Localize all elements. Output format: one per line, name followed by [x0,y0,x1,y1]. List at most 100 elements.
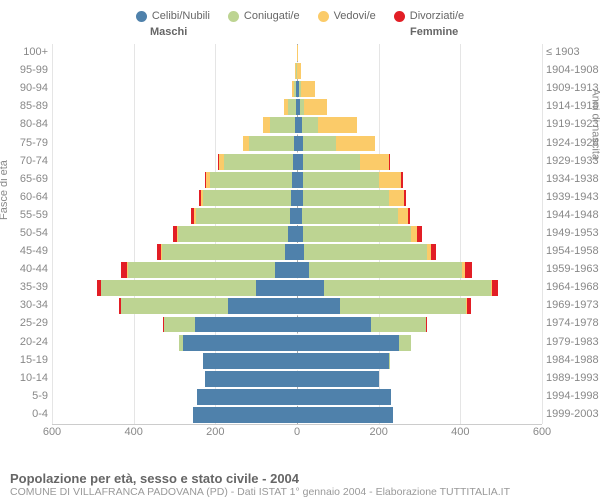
seg-widowed [360,154,389,170]
birth-year-label: 1944-1948 [546,209,600,221]
bar-male [52,190,297,206]
pyramid-row [52,298,542,314]
pyramid-row [52,136,542,152]
seg-married [303,154,360,170]
seg-single [256,280,297,296]
legend: Celibi/Nubili Coniugati/e Vedovi/e Divor… [0,0,600,26]
age-label: 50-54 [0,227,48,239]
seg-single [193,407,297,423]
seg-single [205,371,297,387]
legend-item: Coniugati/e [228,10,300,22]
seg-married [196,208,290,224]
seg-married [128,262,275,278]
birth-year-label: 1949-1953 [546,227,600,239]
age-label: 5-9 [0,390,48,402]
seg-married [203,190,291,206]
birth-year-label: 1914-1918 [546,100,600,112]
bar-female [297,298,542,314]
bar-female [297,136,542,152]
seg-single [288,226,297,242]
bar-male [52,407,297,423]
birth-year-label: 1909-1913 [546,82,600,94]
seg-married [270,117,295,133]
seg-single [203,353,297,369]
pyramid-row [52,335,542,351]
pyramid-row [52,208,542,224]
seg-single [297,371,379,387]
seg-single [197,389,297,405]
legend-swatch [394,11,405,22]
seg-married [121,298,227,314]
age-label: 20-24 [0,336,48,348]
legend-swatch [136,11,147,22]
legend-swatch [228,11,239,22]
age-label: 30-34 [0,299,48,311]
seg-married [162,244,285,260]
seg-widowed [297,63,300,79]
bar-female [297,353,542,369]
bar-female [297,407,542,423]
bar-male [52,81,297,97]
legend-swatch [318,11,329,22]
seg-married [303,136,336,152]
legend-item: Celibi/Nubili [136,10,210,22]
seg-divorced [465,262,472,278]
bar-female [297,208,542,224]
bar-male [52,45,297,61]
bar-female [297,117,542,133]
seg-single [290,208,297,224]
seg-single [297,353,389,369]
seg-married [324,280,491,296]
seg-single [195,317,297,333]
seg-married [164,317,195,333]
bar-female [297,81,542,97]
bar-female [297,45,542,61]
bar-female [297,262,542,278]
age-label: 25-29 [0,317,48,329]
seg-divorced [408,208,410,224]
pyramid-row [52,154,542,170]
birth-year-label: 1959-1963 [546,263,600,275]
seg-single [297,335,399,351]
bar-female [297,244,542,260]
seg-married [288,99,296,115]
pyramid-row [52,81,542,97]
col-head-male: Maschi [150,26,187,38]
seg-married [302,117,318,133]
seg-widowed [336,136,375,152]
birth-year-label: ≤ 1903 [546,46,600,58]
seg-divorced [389,154,390,170]
birth-year-label: 1984-1988 [546,354,600,366]
age-label: 55-59 [0,209,48,221]
seg-married [303,190,389,206]
seg-married [224,154,293,170]
birth-year-label: 1939-1943 [546,191,600,203]
seg-married [303,172,379,188]
bar-male [52,262,297,278]
age-label: 80-84 [0,118,48,130]
age-label: 65-69 [0,173,48,185]
bar-female [297,190,542,206]
seg-widowed [379,172,401,188]
age-label: 15-19 [0,354,48,366]
age-label: 0-4 [0,408,48,420]
seg-single [297,280,324,296]
x-tick: 400 [451,426,469,438]
bar-male [52,226,297,242]
x-tick: 200 [369,426,387,438]
x-tick: 200 [206,426,224,438]
seg-divorced [417,226,421,242]
x-axis: 6004002000200400600 [52,424,542,442]
pyramid-row [52,117,542,133]
seg-single [297,244,304,260]
seg-single [183,335,297,351]
seg-widowed [389,190,405,206]
birth-year-label: 1929-1933 [546,155,600,167]
birth-year-label: 1934-1938 [546,173,600,185]
pyramid-row [52,389,542,405]
x-tick: 600 [43,426,61,438]
birth-year-label: 1969-1973 [546,299,600,311]
bar-male [52,154,297,170]
bar-male [52,208,297,224]
age-label: 95-99 [0,64,48,76]
